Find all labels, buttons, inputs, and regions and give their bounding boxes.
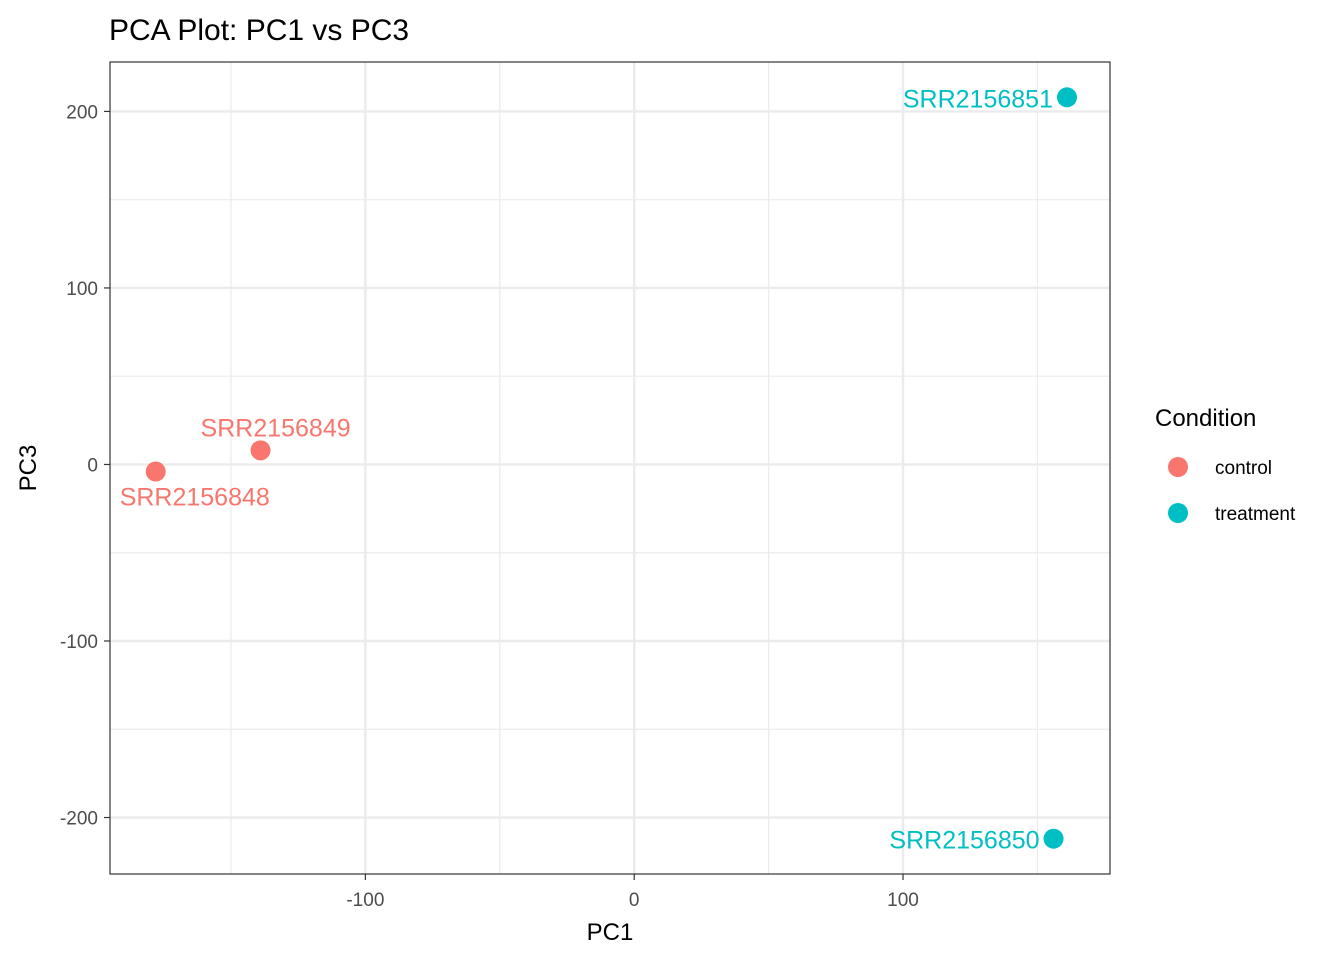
plot-background — [110, 62, 1110, 874]
data-point — [145, 461, 166, 482]
data-point-label: SRR2156849 — [201, 414, 351, 442]
legend-label: treatment — [1215, 504, 1296, 525]
y-tick-label: 0 — [87, 455, 98, 476]
minor-gridlines — [110, 62, 1110, 874]
chart-title: PCA Plot: PC1 vs PC3 — [109, 14, 409, 47]
data-points — [145, 87, 1077, 849]
x-tick-label: 0 — [629, 890, 640, 911]
panel-border — [109, 61, 1111, 875]
data-point — [250, 440, 271, 461]
point-labels: SRR2156848 SRR2156849 SRR2156850 SRR2156851 — [120, 85, 1053, 854]
legend-entries: control treatment — [1168, 457, 1296, 525]
y-tick-label: 200 — [66, 102, 98, 123]
y-axis: -200 -100 0 100 200 — [60, 102, 110, 830]
data-point-label: SRR2156851 — [903, 85, 1053, 113]
major-gridlines — [110, 62, 1110, 874]
data-point — [1056, 87, 1077, 108]
legend-title: Condition — [1155, 405, 1256, 432]
x-axis: -100 0 100 — [346, 874, 919, 911]
x-tick-label: -100 — [346, 890, 384, 911]
data-point — [1043, 828, 1064, 849]
legend: Condition control treatment — [1155, 405, 1296, 525]
legend-label: control — [1215, 458, 1272, 479]
legend-key — [1168, 457, 1188, 477]
data-point-label: SRR2156850 — [889, 827, 1039, 855]
plot-panel: SRR2156848 SRR2156849 SRR2156850 SRR2156851 — [109, 61, 1111, 875]
x-axis-title: PC1 — [587, 919, 634, 946]
y-axis-title: PC3 — [15, 445, 42, 492]
y-tick-label: 100 — [66, 279, 98, 300]
legend-key — [1168, 503, 1188, 523]
x-tick-label: 100 — [887, 890, 919, 911]
y-tick-label: -100 — [60, 632, 98, 653]
y-tick-label: -200 — [60, 809, 98, 830]
data-point-label: SRR2156848 — [120, 484, 270, 512]
